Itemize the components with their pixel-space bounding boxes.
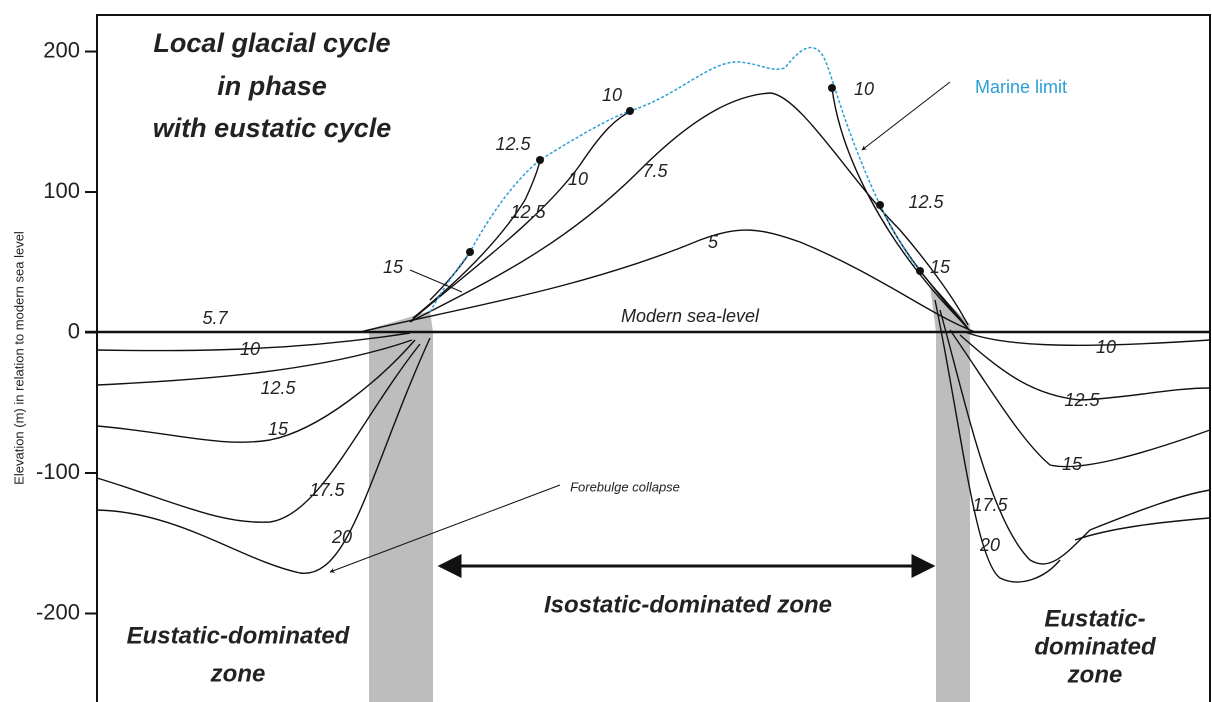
y-tick-label: -200 <box>36 599 80 624</box>
forebulge-label: Forebulge collapse <box>570 479 680 494</box>
isoline-label: 15 <box>1062 454 1083 474</box>
isoline-label: 17.5 <box>972 495 1008 515</box>
isoline <box>919 270 970 331</box>
title: Local glacial cycle <box>153 28 390 58</box>
y-tick-label: -100 <box>36 459 80 484</box>
isoline <box>411 110 633 321</box>
zone-label: zone <box>1067 661 1123 688</box>
isoline-label: 10 <box>240 339 260 359</box>
isoline <box>409 92 969 326</box>
isoline <box>831 87 967 327</box>
title: with eustatic cycle <box>153 113 392 143</box>
isoline <box>96 339 413 386</box>
isoline-label: 12.5 <box>260 378 296 398</box>
isoline-label: 5 <box>708 232 719 252</box>
isoline <box>412 159 541 319</box>
isoline <box>964 331 1211 346</box>
title: in phase <box>217 71 327 101</box>
plot-frame <box>96 14 1211 702</box>
zone-label: Isostatic-dominated zone <box>544 591 832 618</box>
isoline <box>96 332 411 352</box>
isoline-label: 20 <box>331 527 352 547</box>
isoline-label: 10 <box>602 85 622 105</box>
isoline <box>959 334 1211 401</box>
zone-label: zone <box>210 660 266 687</box>
isoline <box>934 299 1211 583</box>
isoline <box>359 229 976 333</box>
isoline-label: 12.5 <box>510 202 546 222</box>
isoline-label: 10 <box>1096 337 1116 357</box>
y-tick-label: 200 <box>43 37 80 62</box>
zone-label: Eustatic-dominated <box>127 622 351 649</box>
isoline <box>949 329 1211 468</box>
isoline-label: 20 <box>979 535 1000 555</box>
isoline <box>96 339 416 443</box>
transition-zone <box>369 332 433 702</box>
zone-label: Eustatic- <box>1044 605 1145 632</box>
marine-limit-line <box>429 46 921 313</box>
isoline-label: 12.5 <box>495 134 531 154</box>
isoline-label: 15 <box>930 257 951 277</box>
axis-label: Elevation (m) in relation to modern sea … <box>11 231 26 485</box>
zone-label: dominated <box>1034 633 1157 660</box>
isoline <box>96 337 431 574</box>
isoline <box>96 343 421 523</box>
curves <box>96 46 1211 583</box>
marine-limit-label: Marine limit <box>975 77 1067 97</box>
isoline-label: 10 <box>568 169 588 189</box>
isoline-label: 12.5 <box>908 192 944 212</box>
isoline-label: 15 <box>268 419 289 439</box>
transition-zone <box>936 332 970 702</box>
sea-level-label: Modern sea-level <box>621 306 760 326</box>
isoline-label: 12.5 <box>1064 390 1100 410</box>
isoline-label: 7.5 <box>642 161 668 181</box>
y-tick-label: 100 <box>43 178 80 203</box>
isoline-label: 15 <box>383 257 404 277</box>
isoline-label: 10 <box>854 79 874 99</box>
dots <box>466 84 924 275</box>
sea-level-age: 5.7 <box>202 308 228 328</box>
isoline-label: 17.5 <box>309 480 345 500</box>
isoline <box>939 309 1211 565</box>
y-tick-label: 0 <box>68 318 80 343</box>
arrows <box>329 81 951 578</box>
